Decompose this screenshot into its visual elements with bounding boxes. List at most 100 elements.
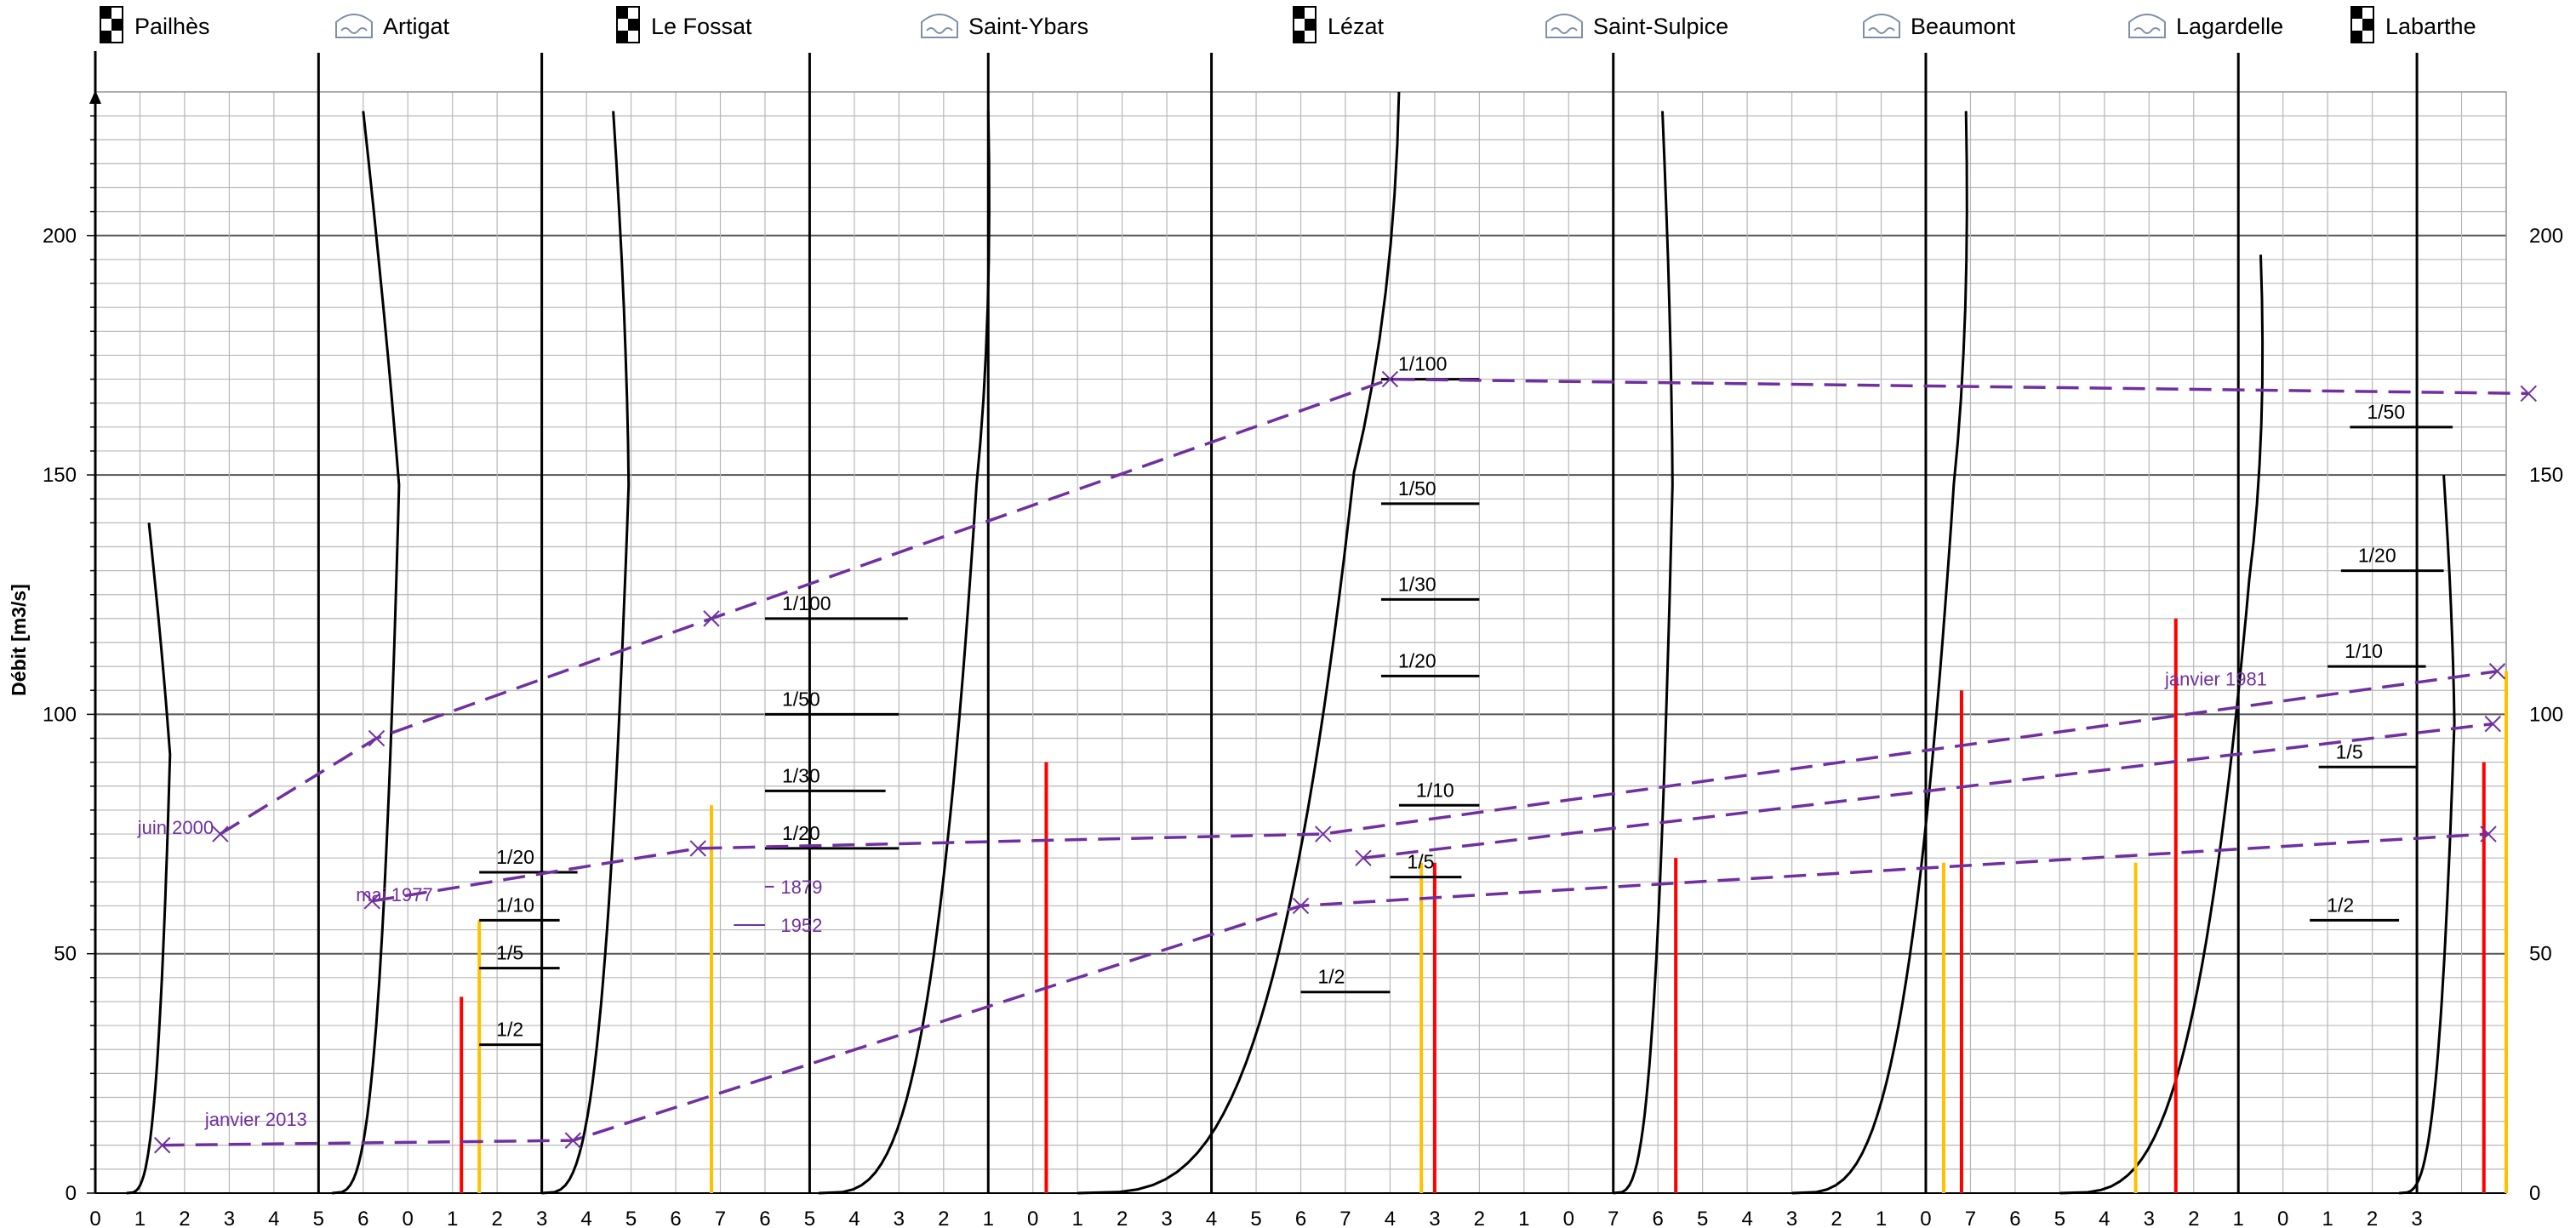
event-line [162,832,2489,1147]
rating-curve [2059,254,2265,1195]
y-tick-label-left: 150 [43,464,77,487]
station-gauge-icon [616,6,640,43]
y-tick-label-right: 150 [2529,464,2563,487]
grid [94,91,2507,1194]
return-level-label: 1/50 [782,688,820,710]
bridge-wave [1868,27,1895,34]
x-tick-label: 4 [2099,1208,2110,1228]
station-name: Saint-Sulpice [1593,14,1728,39]
marker-stroke [1292,897,1310,915]
event-marker [368,729,386,747]
x-tick-label: 2 [2188,1208,2199,1228]
event-label: juin 2000 [137,817,214,838]
x-tick-label: 4 [1206,1208,1217,1228]
x-tick-label: 6 [670,1208,681,1228]
x-tick-label: 3 [1161,1208,1172,1228]
x-tick-label: 2 [1831,1208,1842,1228]
x-tick-label: 3 [1786,1208,1797,1228]
x-tick-label: 1 [1518,1208,1529,1228]
marker-stroke [212,825,229,842]
rating-curve [818,111,991,1195]
x-tick-label: 2 [491,1208,502,1228]
y-tick-label-left: 0 [66,1182,77,1205]
return-level-label: 1/5 [496,942,523,964]
event-marker [2480,825,2497,842]
marker-stroke [363,893,380,910]
return-level-label: 1/5 [2336,740,2363,763]
x-tick-label: 0 [403,1208,414,1228]
bridge-arch [1545,14,1583,38]
x-tick-label: 4 [580,1208,591,1228]
rating-curve [1791,111,1968,1195]
station-name: Beaumont [1911,14,2016,39]
gauge-block [111,19,123,31]
x-tick-label: 0 [1027,1208,1038,1228]
marker-stroke [368,729,386,747]
x-tick-label: 0 [89,1208,100,1228]
bridge-icon [335,14,373,38]
station-name: Pailhès [134,14,210,39]
station-name: Le Fossat [651,14,752,39]
event-label: janvier 2013 [204,1109,307,1130]
marker-stroke [703,610,720,627]
axes: 0 0 50 50 100 100 150 150 200 200 [43,51,2563,1205]
x-tick-label: 7 [715,1208,726,1228]
station-name: Lagardelle [2176,14,2283,39]
station-name: Lézat [1328,14,1385,39]
rating-curve [541,111,631,1195]
bridge-icon [2128,14,2166,38]
y-tick-label-left: 50 [54,943,77,966]
x-tick-label: 2 [179,1208,190,1228]
x-tick-label: 3 [894,1208,905,1228]
bridge-arch [2128,14,2166,38]
station-gauge-icon [100,6,123,43]
y-axis-title: Débit [m3/s] [8,584,30,696]
return-level-label: 1/20 [1398,649,1437,671]
x-tick-label: 5 [625,1208,637,1228]
x-tick-label: 1 [1876,1208,1887,1228]
event-marker [1315,825,1332,842]
gauge-block [1294,7,1305,19]
x-tick-label: 1 [2233,1208,2244,1228]
x-tick-label: 5 [2054,1208,2065,1228]
x-tick-label: 3 [536,1208,547,1228]
gauge-block [1305,19,1316,31]
y-tick-label-right: 200 [2529,225,2563,248]
x-tick-labels: 0 1 2 3 4 5 6 0 1 2 3 4 5 6 7 6 5 4 3 2 1 0 1 2 3 4 5 6 7 4 3 2 1 0 7 6 5 4 3 2… [89,1208,2422,1228]
marker-stroke [153,1137,171,1154]
rating-curve [2398,475,2456,1195]
bridge-arch [1863,14,1900,38]
return-level-label: 1/10 [1416,779,1454,801]
x-tick-label: 1 [1072,1208,1083,1228]
event-line [1362,722,2493,860]
x-tick-label: 5 [313,1208,324,1228]
return-level-label: 1/50 [2367,401,2405,423]
historical-mark-label: 1952 [780,915,822,936]
return-level-label: 1/2 [496,1019,523,1041]
return-level-label: 1/2 [1318,966,1345,988]
marker-stroke [564,1132,582,1149]
x-tick-label: 1 [2322,1208,2333,1228]
bridge-wave [1551,27,1578,34]
x-tick-label: 3 [224,1208,235,1228]
marker-stroke [689,840,706,857]
x-tick-label: 6 [1295,1208,1306,1228]
bridge-wave [2133,27,2161,34]
rating-curve [126,523,172,1195]
return-level-label: 1/100 [782,592,831,614]
x-tick-label: 5 [1697,1208,1708,1228]
x-tick-label: 3 [1429,1208,1440,1228]
gauge-block [617,7,628,19]
event-marker [153,1137,171,1154]
event-line [372,670,2498,903]
event-marker [2484,715,2501,733]
return-level-label: 1/50 [1398,477,1437,500]
y-tick-label-left: 100 [43,703,77,726]
x-tick-label: 6 [759,1208,770,1228]
historical-mark-label: 1879 [780,877,822,898]
event-marker [1355,849,1372,866]
x-tick-label: 4 [1741,1208,1752,1228]
x-tick-label: 2 [2367,1208,2378,1228]
x-tick-label: 7 [1339,1208,1351,1228]
